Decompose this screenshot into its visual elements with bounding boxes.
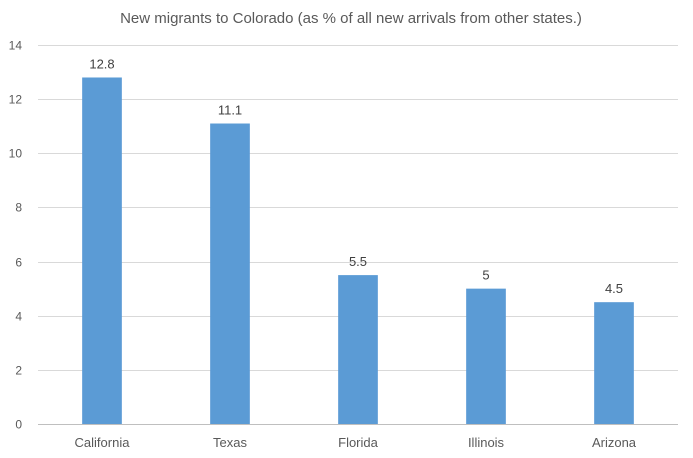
x-tick-label: Florida xyxy=(338,435,379,450)
data-label: 12.8 xyxy=(89,56,114,71)
y-tick-label: 0 xyxy=(15,418,22,432)
bar-california xyxy=(82,77,122,424)
y-tick-label: 14 xyxy=(9,39,23,53)
data-label: 5.5 xyxy=(349,254,367,269)
y-tick-label: 10 xyxy=(9,147,23,161)
bar-texas xyxy=(210,123,250,424)
y-tick-label: 8 xyxy=(15,201,22,215)
y-tick-label: 6 xyxy=(15,256,22,270)
data-label: 5 xyxy=(482,268,489,283)
bar-illinois xyxy=(466,288,506,424)
x-tick-label: Arizona xyxy=(592,435,637,450)
y-tick-label: 12 xyxy=(9,93,23,107)
chart-title: New migrants to Colorado (as % of all ne… xyxy=(120,10,582,27)
x-tick-label: Texas xyxy=(213,435,247,450)
x-tick-label: California xyxy=(75,435,131,450)
data-label: 11.1 xyxy=(218,103,242,118)
y-tick-label: 2 xyxy=(15,364,22,378)
bar-florida xyxy=(338,275,378,424)
data-label: 4.5 xyxy=(605,281,623,296)
y-tick-label: 4 xyxy=(15,310,22,324)
x-tick-label: Illinois xyxy=(468,435,505,450)
bar-arizona xyxy=(594,302,634,424)
